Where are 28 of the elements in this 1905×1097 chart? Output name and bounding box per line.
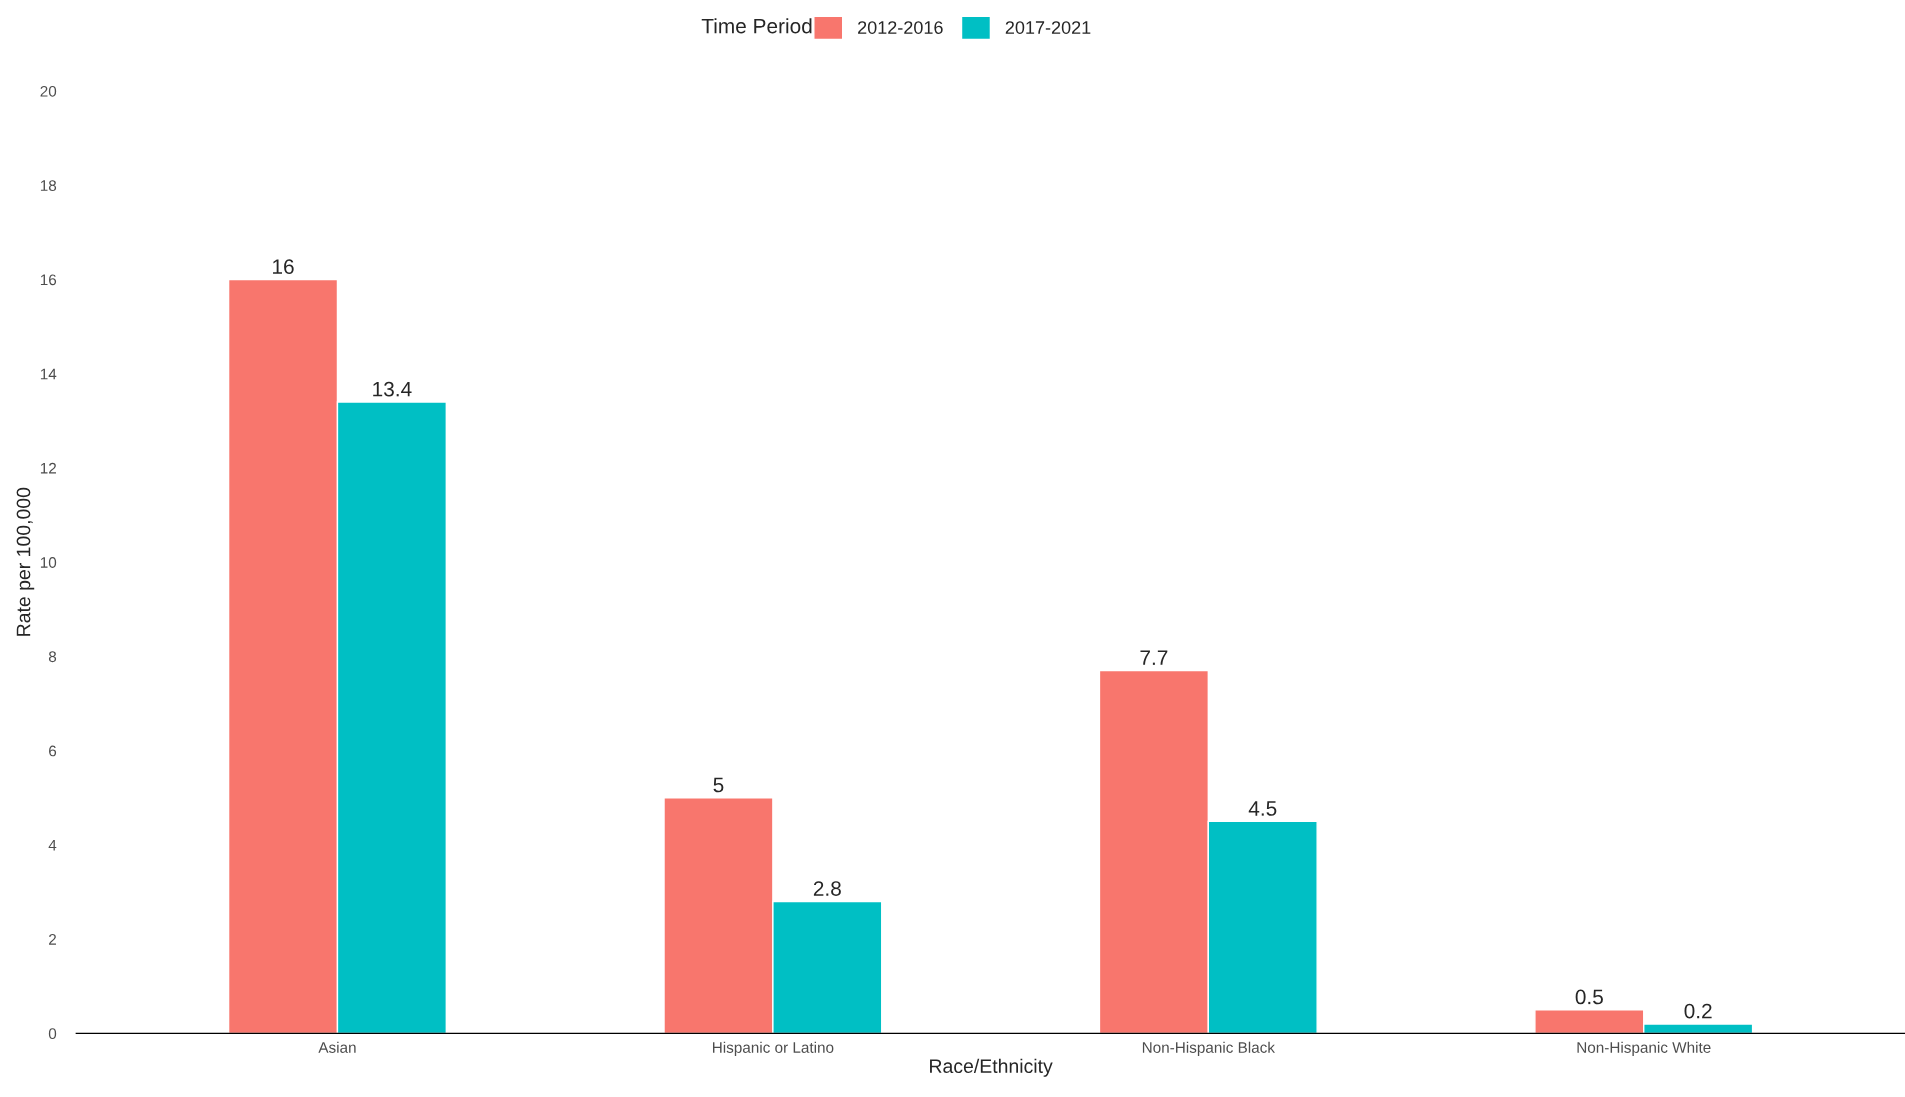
x-tick-label: Non-Hispanic White — [1577, 1041, 1711, 1056]
x-tick-label: Hispanic or Latino — [713, 1041, 834, 1056]
data-label: 7.7 — [1140, 650, 1168, 665]
y-tick-label: 14 — [40, 368, 57, 380]
legend-title: Time Period — [701, 18, 812, 34]
y-tick-label: 4 — [48, 839, 57, 851]
y-tick-label: 10 — [40, 557, 57, 568]
data-label: 0.5 — [1575, 989, 1603, 1005]
x-tick-label: Non-Hispanic Black — [1142, 1041, 1275, 1056]
y-axis-title: Rate per 100,000 — [16, 487, 35, 636]
data-label: 4.5 — [1248, 801, 1277, 816]
y-tick-label: 8 — [48, 651, 57, 663]
x-tick-label: Asian — [318, 1041, 356, 1053]
y-tick-label: 20 — [40, 85, 57, 97]
y-tick-label: 6 — [49, 745, 57, 757]
legend-label: 2012-2016 — [858, 21, 943, 34]
legend-label: 2017-2021 — [1005, 21, 1091, 34]
y-tick-label: 16 — [40, 274, 57, 286]
data-label: 0.2 — [1684, 1003, 1712, 1019]
data-label: 2.8 — [813, 881, 841, 896]
y-tick-label: 12 — [40, 462, 56, 474]
y-tick-label: 0 — [48, 1028, 57, 1040]
y-tick-label: 2 — [49, 934, 56, 945]
data-label: 5 — [713, 777, 724, 793]
x-axis-title: Race/Ethnicity — [930, 1058, 1053, 1077]
data-label: 13.4 — [373, 381, 412, 397]
y-tick-label: 18 — [40, 180, 57, 191]
data-label: 16 — [273, 259, 294, 275]
